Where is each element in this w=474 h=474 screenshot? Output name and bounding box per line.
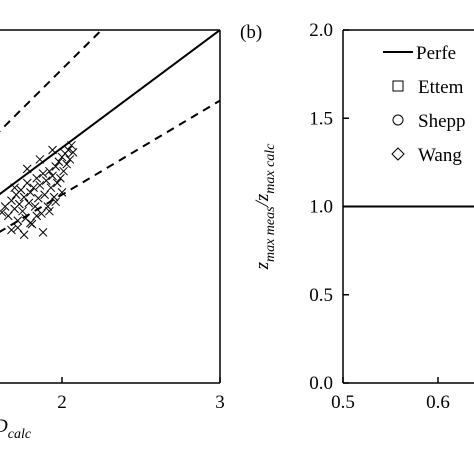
y-tick-label: 1.5 bbox=[309, 108, 333, 129]
x-tick-label: 0.5 bbox=[331, 392, 355, 413]
x-tick-label: 2 bbox=[57, 392, 67, 413]
data-point bbox=[7, 225, 16, 235]
legend-label: Shepp bbox=[418, 111, 466, 132]
data-point bbox=[18, 206, 27, 216]
data-point bbox=[48, 145, 57, 155]
reference-line bbox=[0, 30, 103, 133]
data-point bbox=[57, 188, 67, 197]
data-point bbox=[51, 162, 61, 171]
data-point bbox=[3, 211, 13, 221]
data-point bbox=[13, 216, 23, 225]
x-tick-label: 0.6 bbox=[426, 392, 450, 413]
left-panel: 2 3 Dcalc bbox=[0, 29, 225, 442]
x-axis-label-sub: calc bbox=[8, 427, 32, 442]
legend-symbol bbox=[392, 114, 404, 126]
data-point bbox=[40, 190, 49, 200]
data-point bbox=[37, 209, 46, 218]
legend-label: Ettem bbox=[418, 77, 464, 98]
data-point bbox=[43, 202, 53, 211]
data-point bbox=[19, 192, 29, 202]
data-point bbox=[10, 183, 19, 193]
data-point bbox=[38, 228, 48, 237]
data-point bbox=[24, 198, 34, 208]
data-point bbox=[26, 218, 35, 228]
data-point bbox=[13, 223, 23, 233]
x-tick-label: 3 bbox=[215, 392, 225, 413]
data-point bbox=[35, 180, 45, 190]
data-point bbox=[48, 171, 57, 181]
data-point bbox=[7, 196, 16, 205]
data-point bbox=[65, 155, 75, 164]
data-point bbox=[14, 199, 24, 209]
data-point bbox=[46, 183, 56, 193]
legend-label: Wang bbox=[418, 145, 462, 166]
y-tick-label: 1.0 bbox=[309, 197, 333, 218]
data-point bbox=[35, 155, 45, 164]
y-axis-label-part: max calc bbox=[263, 143, 278, 194]
y-axis-label-part: max meas bbox=[263, 206, 278, 262]
data-point bbox=[33, 193, 43, 203]
data-point bbox=[62, 159, 72, 169]
y-tick-label: 2.0 bbox=[309, 20, 333, 41]
data-point bbox=[52, 178, 62, 188]
legend-symbol bbox=[392, 80, 404, 92]
data-point bbox=[0, 208, 7, 217]
data-point bbox=[45, 206, 54, 216]
y-axis-label-part: z bbox=[252, 261, 273, 270]
reference-line bbox=[0, 99, 220, 233]
data-point bbox=[49, 192, 59, 202]
legend-symbol bbox=[391, 147, 405, 161]
data-point bbox=[41, 176, 51, 185]
data-point bbox=[26, 188, 35, 197]
data-point bbox=[16, 185, 26, 195]
data-point bbox=[22, 178, 32, 188]
data-point bbox=[38, 169, 48, 178]
data-point bbox=[68, 148, 78, 157]
y-tick-label: 0.0 bbox=[309, 373, 333, 394]
data-point bbox=[59, 166, 68, 176]
panel-label: (b) bbox=[240, 22, 262, 43]
data-point bbox=[54, 157, 64, 167]
data-point bbox=[30, 202, 40, 211]
reference-line bbox=[0, 30, 220, 196]
x-axis-label: Dcalc bbox=[0, 416, 32, 442]
data-point bbox=[63, 145, 73, 155]
data-point bbox=[32, 211, 42, 221]
data-point bbox=[51, 197, 61, 207]
data-point bbox=[67, 140, 76, 150]
data-point bbox=[22, 164, 32, 174]
data-point bbox=[32, 173, 42, 183]
x-axis-label-main: D bbox=[0, 416, 8, 437]
plot-area bbox=[0, 30, 220, 240]
data-point bbox=[56, 173, 65, 183]
y-axis-label: zmax meas/zmax calc bbox=[252, 143, 278, 271]
legend-label: Perfe bbox=[416, 43, 456, 64]
data-point bbox=[29, 183, 38, 193]
y-tick-label: 0.5 bbox=[309, 285, 333, 306]
data-point bbox=[19, 230, 29, 240]
data-point bbox=[45, 166, 54, 176]
y-axis-label-part: /z bbox=[252, 193, 273, 207]
